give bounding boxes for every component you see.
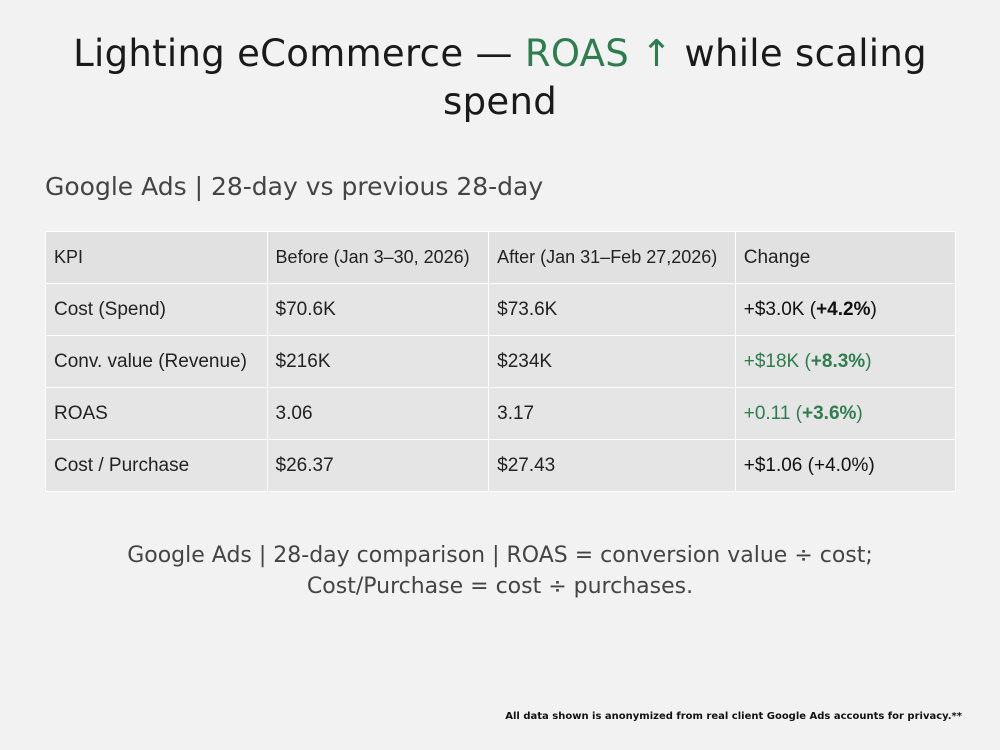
header-change: Change bbox=[734, 231, 957, 284]
after-value: 3.17 bbox=[488, 387, 736, 440]
change-pct: +3.6% bbox=[802, 402, 857, 424]
kpi-label: ROAS bbox=[45, 387, 268, 440]
table-row: ROAS 3.06 3.17 +0.11 (+3.6%) bbox=[45, 387, 957, 440]
change-value: +0.11 (+3.6%) bbox=[734, 387, 957, 440]
table-row: Cost / Purchase $26.37 $27.43 +$1.06 (+4… bbox=[45, 439, 957, 492]
change-pct: +4.2% bbox=[816, 298, 871, 320]
title-accent: ROAS ↑ bbox=[524, 32, 673, 75]
kpi-table: KPI Before (Jan 3–30, 2026) After (Jan 3… bbox=[45, 231, 957, 492]
before-value: $26.37 bbox=[266, 439, 490, 492]
methodology-line-2: Cost/Purchase = cost ÷ purchases. bbox=[306, 574, 694, 599]
table-header-row: KPI Before (Jan 3–30, 2026) After (Jan 3… bbox=[45, 231, 957, 284]
page-title: Lighting eCommerce — ROAS ↑ while scalin… bbox=[60, 30, 940, 126]
change-value: +$18K (+8.3%) bbox=[734, 335, 957, 388]
title-prefix: Lighting eCommerce — bbox=[73, 32, 525, 75]
before-value: $216K bbox=[266, 335, 490, 388]
before-value: 3.06 bbox=[266, 387, 490, 440]
after-value: $73.6K bbox=[488, 283, 736, 336]
privacy-disclaimer: All data shown is anonymized from real c… bbox=[505, 711, 962, 722]
change-abs: +$18K ( bbox=[743, 350, 811, 372]
title-suffix: while scaling spend bbox=[443, 32, 927, 123]
change-close: ) bbox=[856, 402, 863, 424]
change-close: ) bbox=[870, 298, 877, 320]
header-after: After (Jan 31–Feb 27,2026) bbox=[488, 231, 736, 284]
change-value: +$3.0K (+4.2%) bbox=[734, 283, 957, 336]
methodology-line-1: Google Ads | 28-day comparison | ROAS = … bbox=[127, 543, 873, 568]
section-subtitle: Google Ads | 28-day vs previous 28-day bbox=[45, 172, 544, 201]
table-row: Cost (Spend) $70.6K $73.6K +$3.0K (+4.2%… bbox=[45, 283, 957, 336]
after-value: $27.43 bbox=[488, 439, 736, 492]
header-kpi: KPI bbox=[45, 231, 268, 284]
after-value: $234K bbox=[488, 335, 736, 388]
change-abs: +$3.0K ( bbox=[743, 298, 817, 320]
kpi-label: Cost (Spend) bbox=[45, 283, 268, 336]
change-close: ) bbox=[865, 350, 872, 372]
kpi-label: Cost / Purchase bbox=[45, 439, 268, 492]
kpi-label: Conv. value (Revenue) bbox=[45, 335, 268, 388]
table-row: Conv. value (Revenue) $216K $234K +$18K … bbox=[45, 335, 957, 388]
change-value: +$1.06 (+4.0%) bbox=[734, 439, 957, 492]
header-before: Before (Jan 3–30, 2026) bbox=[266, 231, 490, 284]
before-value: $70.6K bbox=[266, 283, 490, 336]
change-pct: +8.3% bbox=[810, 350, 866, 372]
methodology-note: Google Ads | 28-day comparison | ROAS = … bbox=[100, 540, 900, 602]
change-abs: +0.11 ( bbox=[743, 402, 802, 424]
